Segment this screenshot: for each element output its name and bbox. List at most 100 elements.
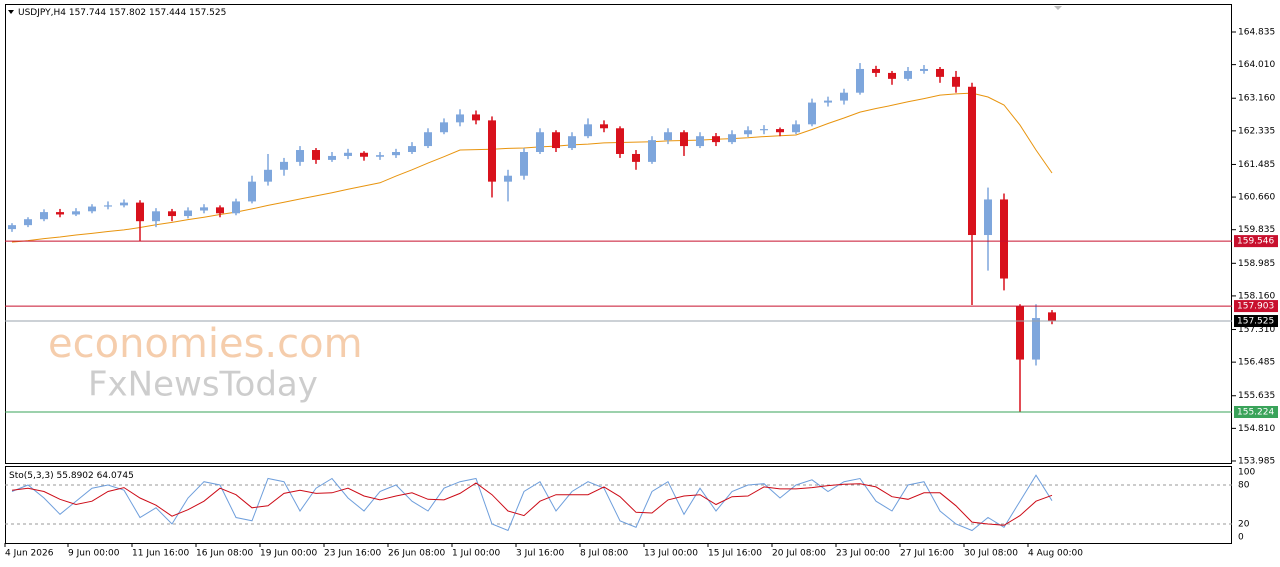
x-tick-label: 30 Jul 08:00 <box>964 549 1018 559</box>
stochastic-line <box>11 474 1053 532</box>
candle-body <box>1016 306 1024 360</box>
price-level-label: 157.525 <box>1237 317 1274 327</box>
price-level-label: 157.903 <box>1237 302 1274 312</box>
candle-body <box>552 132 560 149</box>
candle-body <box>344 152 352 156</box>
candle-body <box>232 201 240 214</box>
candle-body <box>520 151 528 176</box>
candle-body <box>792 124 800 133</box>
k-value: 55.8902 <box>57 471 94 481</box>
x-tick-label: 3 Jul 16:00 <box>516 549 565 559</box>
candle-body <box>392 151 400 156</box>
candle-body <box>408 146 416 152</box>
watermark: FxNewsToday <box>88 365 318 405</box>
main-panel <box>5 4 1232 464</box>
x-tick-label: 20 Jul 08:00 <box>772 549 826 559</box>
candle-body <box>600 124 608 129</box>
candle-body <box>104 205 112 207</box>
indicator-header: Sto(5,3,3) 55.8902 64.0745 <box>9 471 134 481</box>
candle-body <box>152 211 160 222</box>
candle-body <box>376 155 384 157</box>
x-tick-label: 19 Jun 00:00 <box>260 549 317 559</box>
shift-marker <box>1054 6 1062 10</box>
candle-body <box>712 136 720 143</box>
candle-body <box>952 76 960 87</box>
candle-body <box>808 102 816 125</box>
x-tick-label: 8 Jul 08:00 <box>580 549 629 559</box>
candle-body <box>936 68 944 77</box>
x-tick-label: 1 Jul 00:00 <box>452 549 501 559</box>
candle-body <box>856 68 864 93</box>
price-level-box <box>1234 315 1278 328</box>
candle-body <box>1000 199 1008 279</box>
y-tick-label: 0 <box>1238 533 1244 543</box>
x-tick-label: 9 Jun 00:00 <box>68 549 120 559</box>
x-tick-label: 27 Jul 16:00 <box>900 549 954 559</box>
y-tick-label: 156.485 <box>1238 358 1275 368</box>
candle-body <box>984 199 992 236</box>
candle-body <box>312 150 320 160</box>
candle-body <box>728 134 736 143</box>
candle-body <box>440 122 448 133</box>
candle-body <box>664 132 672 141</box>
close: 157.525 <box>189 8 226 18</box>
x-tick-label: 13 Jul 00:00 <box>644 549 698 559</box>
candle-body <box>648 140 656 162</box>
candle-body <box>88 206 96 212</box>
y-tick-label: 20 <box>1238 520 1250 530</box>
y-tick-label: 155.635 <box>1238 391 1275 401</box>
indicator-title: Sto(5,3,3) <box>9 471 54 481</box>
d-value: 64.0745 <box>97 471 134 481</box>
y-tick-label: 164.835 <box>1238 28 1275 38</box>
y-tick-label: 159.835 <box>1238 225 1275 235</box>
watermark: economies.com <box>48 321 363 367</box>
candle-body <box>264 169 272 182</box>
y-tick-label: 100 <box>1238 467 1255 477</box>
x-tick-label: 16 Jun 08:00 <box>196 549 253 559</box>
candle-body <box>776 129 784 133</box>
candle-body <box>488 120 496 182</box>
candle-body <box>968 86 976 236</box>
candle-body <box>680 132 688 147</box>
candle-body <box>504 175 512 182</box>
x-tick-label: 23 Jun 16:00 <box>324 549 381 559</box>
price-level-box <box>1234 235 1278 248</box>
y-tick-label: 154.810 <box>1238 424 1275 434</box>
symbol-menu-arrow <box>8 10 14 14</box>
candle-body <box>280 161 288 170</box>
candle-body <box>248 181 256 202</box>
chart-header: USDJPY,H4 157.744 157.802 157.444 157.52… <box>18 8 226 18</box>
candle-body <box>136 202 144 222</box>
y-tick-label: 162.335 <box>1238 126 1275 136</box>
candle-body <box>360 152 368 157</box>
candle-body <box>8 225 16 230</box>
candle-body <box>72 211 80 215</box>
candle-body <box>40 212 48 220</box>
x-tick-label: 4 Aug 00:00 <box>1028 549 1083 559</box>
candle-body <box>824 100 832 103</box>
candle-body <box>120 202 128 206</box>
candle-body <box>296 150 304 162</box>
candle-body <box>184 210 192 217</box>
y-tick-label: 164.010 <box>1238 60 1275 70</box>
open: 157.744 <box>69 8 106 18</box>
y-tick-label: 158.160 <box>1238 291 1275 301</box>
price-level-label: 159.546 <box>1237 237 1274 247</box>
y-tick-label: 153.985 <box>1238 456 1275 466</box>
x-tick-label: 15 Jul 16:00 <box>708 549 762 559</box>
candle-body <box>168 211 176 217</box>
candle-body <box>920 68 928 71</box>
x-tick-label: 11 Jun 16:00 <box>132 549 189 559</box>
candle-body <box>568 136 576 149</box>
candle-body <box>872 68 880 73</box>
candle-body <box>744 130 752 135</box>
stochastic-line <box>11 482 1053 526</box>
price-level-label: 155.224 <box>1237 407 1274 417</box>
candle-body <box>24 219 32 226</box>
candle-body <box>840 92 848 101</box>
low: 157.444 <box>149 8 186 18</box>
x-tick-label: 26 Jun 08:00 <box>388 549 445 559</box>
candle-body <box>616 128 624 154</box>
